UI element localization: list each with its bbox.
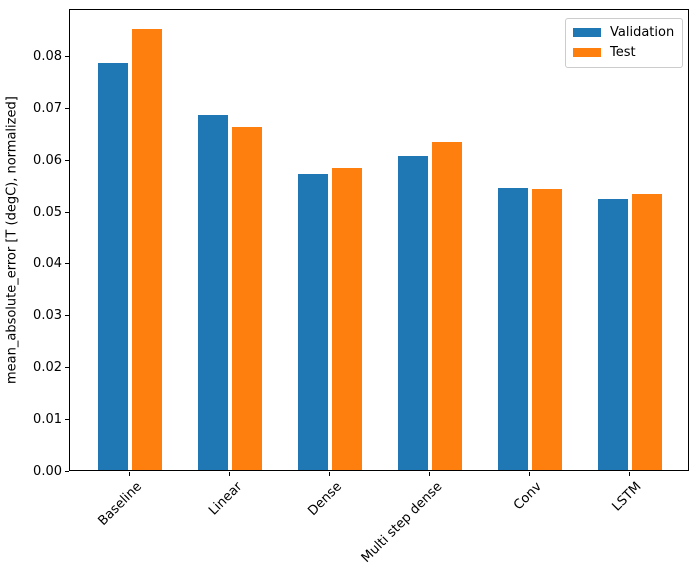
x-tick-label-baseline: Baseline xyxy=(95,479,145,529)
y-axis-label: mean_absolute_error [T (degC), normalize… xyxy=(4,96,20,384)
y-tick-mark xyxy=(65,366,69,368)
legend-swatch-test xyxy=(573,48,601,57)
bar-validation-multi-step-dense xyxy=(398,155,428,470)
bar-validation-lstm xyxy=(598,198,628,470)
legend-label-test: Test xyxy=(610,45,636,60)
y-tick-mark xyxy=(65,470,69,472)
x-tick-label-linear: Linear xyxy=(205,479,245,519)
y-tick-mark xyxy=(65,418,69,420)
bar-validation-conv xyxy=(498,187,528,470)
y-tick-label: 0.05 xyxy=(33,204,62,220)
x-tick-mark xyxy=(628,472,630,476)
y-tick-mark xyxy=(65,159,69,161)
bar-test-linear xyxy=(232,126,262,470)
x-tick-label-lstm: LSTM xyxy=(609,479,645,515)
y-tick-mark xyxy=(65,107,69,109)
x-tick-mark xyxy=(328,472,330,476)
bar-validation-baseline xyxy=(98,63,128,470)
y-tick-label: 0.01 xyxy=(33,411,62,427)
bar-test-dense xyxy=(332,167,362,470)
legend-swatch-validation xyxy=(573,28,601,37)
y-tick-mark xyxy=(65,56,69,58)
bar-test-baseline xyxy=(132,28,162,470)
x-tick-label-conv: Conv xyxy=(510,479,545,514)
bar-test-lstm xyxy=(632,193,662,470)
y-tick-label: 0.06 xyxy=(33,152,62,168)
y-tick-label: 0.00 xyxy=(33,463,62,479)
legend-item-validation: Validation xyxy=(573,24,674,41)
x-tick-mark xyxy=(128,472,130,476)
y-tick-label: 0.02 xyxy=(33,359,62,375)
y-tick-mark xyxy=(65,263,69,265)
y-tick-label: 0.07 xyxy=(33,100,62,116)
legend: Validation Test xyxy=(565,18,683,68)
bar-validation-dense xyxy=(298,173,328,470)
y-tick-label: 0.03 xyxy=(33,308,62,324)
x-tick-label-dense: Dense xyxy=(305,479,345,519)
plot-area xyxy=(69,9,689,471)
x-tick-mark xyxy=(528,472,530,476)
legend-label-validation: Validation xyxy=(610,25,675,40)
bar-validation-linear xyxy=(198,114,228,470)
y-tick-label: 0.04 xyxy=(33,256,62,272)
y-tick-mark xyxy=(65,211,69,213)
bar-test-conv xyxy=(532,188,562,470)
y-tick-mark xyxy=(65,315,69,317)
y-tick-label: 0.08 xyxy=(33,49,62,65)
x-tick-mark xyxy=(428,472,430,476)
x-tick-mark xyxy=(228,472,230,476)
x-tick-label-multi-step-dense: Multi step dense xyxy=(358,479,445,566)
legend-item-test: Test xyxy=(573,44,674,61)
bar-test-multi-step-dense xyxy=(432,141,462,470)
